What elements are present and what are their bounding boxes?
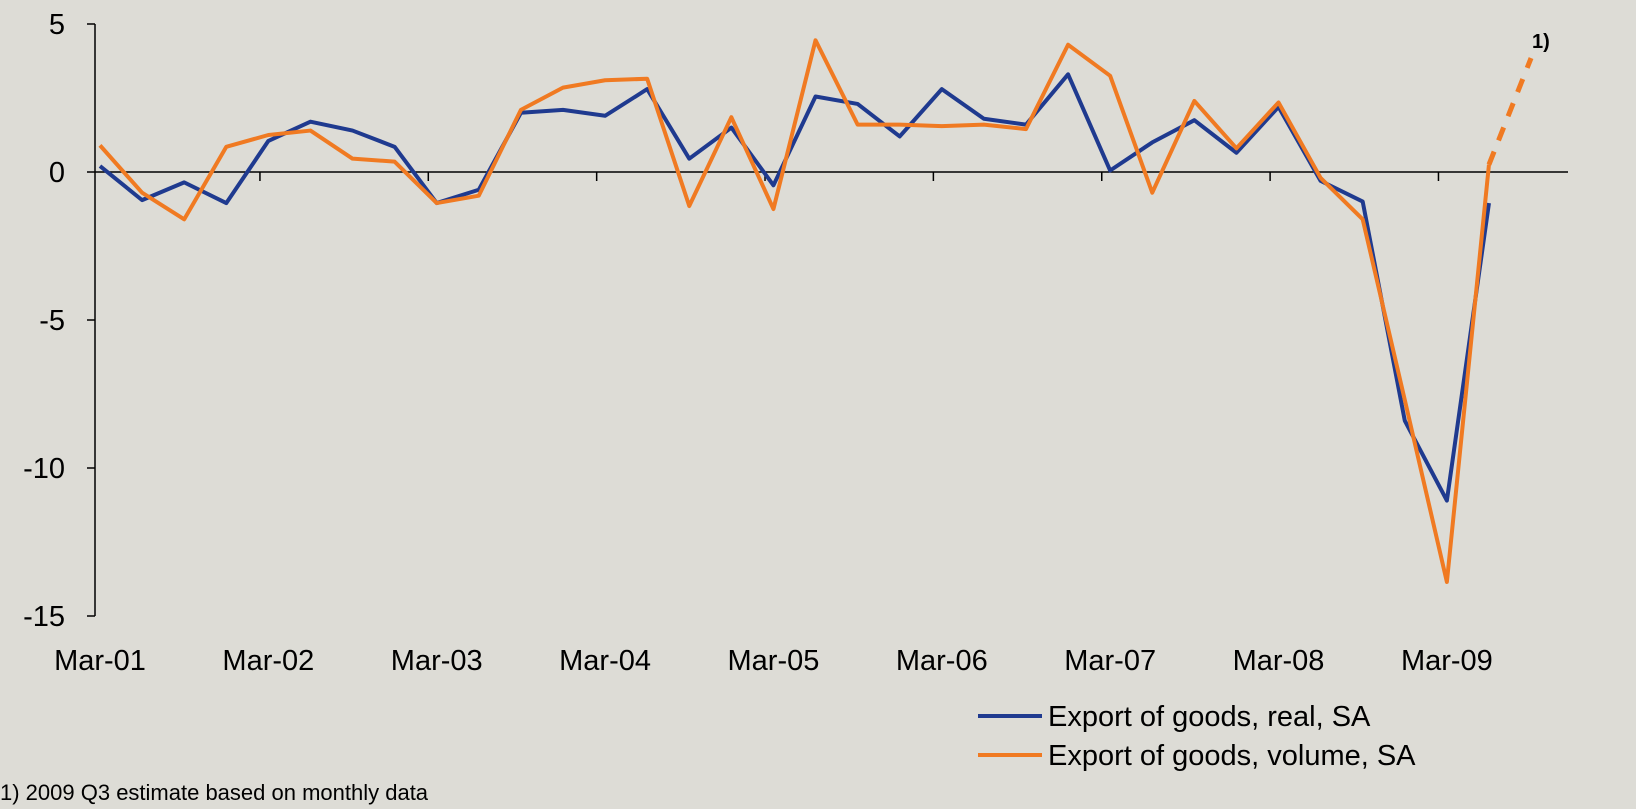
series-dashed-line	[1486, 57, 1534, 166]
x-tick-label: Mar-09	[1401, 645, 1493, 677]
legend-label: Export of goods, real, SA	[1048, 701, 1371, 733]
y-tick-label: -5	[39, 305, 65, 337]
footnote: 1) 2009 Q3 estimate based on monthly dat…	[0, 780, 429, 805]
x-tick-label: Mar-02	[222, 645, 314, 677]
y-tick-label: 5	[49, 9, 65, 41]
series-line	[98, 38, 1491, 584]
x-tick-label: Mar-05	[728, 645, 820, 677]
y-tick-label: -15	[23, 601, 65, 633]
x-tick-label: Mar-01	[54, 645, 146, 677]
x-tick-label: Mar-08	[1233, 645, 1325, 677]
x-tick-label: Mar-07	[1064, 645, 1156, 677]
legend-label: Export of goods, volume, SA	[1048, 740, 1416, 772]
annotation: 1)	[1532, 31, 1550, 53]
x-tick-label: Mar-06	[896, 645, 988, 677]
series-line	[98, 72, 1491, 503]
y-tick-label: -10	[23, 453, 65, 485]
x-tick-label: Mar-04	[559, 645, 651, 677]
y-tick-label: 0	[49, 157, 65, 189]
x-tick-label: Mar-03	[391, 645, 483, 677]
